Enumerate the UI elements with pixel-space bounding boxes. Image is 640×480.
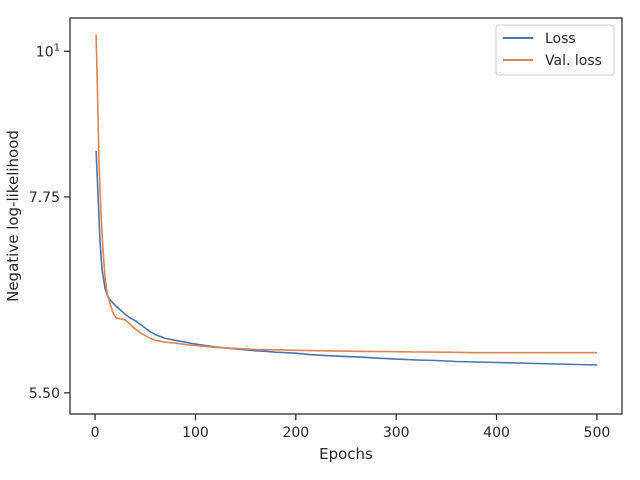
x-axis-label: Epochs <box>319 445 373 463</box>
legend-label-val-loss: Val. loss <box>545 53 602 69</box>
y-tick-label: 5.50 <box>29 386 60 402</box>
plot-area <box>70 18 622 414</box>
x-tick-label: 0 <box>91 425 100 441</box>
y-axis-label: Negative log-likelihood <box>4 130 22 302</box>
x-axis: 0 100 200 300 400 500 <box>91 414 611 441</box>
x-tick-label: 500 <box>584 425 611 441</box>
legend-label-loss: Loss <box>545 31 576 47</box>
plot-frame <box>69 17 623 415</box>
x-tick-label: 100 <box>182 425 209 441</box>
x-tick-label: 200 <box>282 425 309 441</box>
x-tick-label: 300 <box>383 425 410 441</box>
legend: Loss Val. loss <box>495 24 615 76</box>
y-tick-label: 7.75 <box>29 190 60 206</box>
x-tick-label: 400 <box>483 425 510 441</box>
series-layer <box>95 34 597 366</box>
series-line-val-loss <box>95 34 597 354</box>
